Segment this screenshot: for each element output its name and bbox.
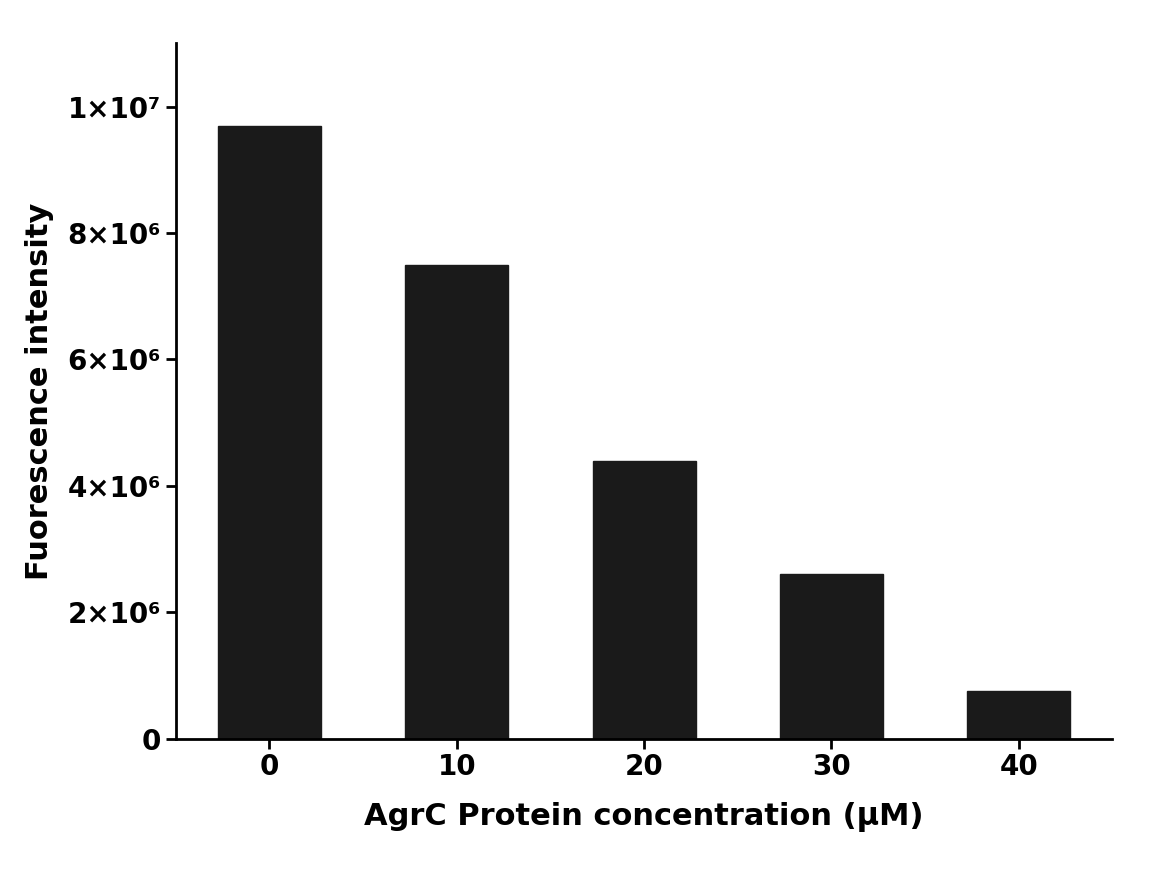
Bar <box>405 265 508 739</box>
Bar <box>218 126 321 739</box>
X-axis label: AgrC Protein concentration (μM): AgrC Protein concentration (μM) <box>364 802 924 832</box>
Bar <box>593 461 696 739</box>
Bar <box>780 574 883 739</box>
Y-axis label: Fuorescence intensity: Fuorescence intensity <box>25 202 54 580</box>
Bar <box>967 691 1070 739</box>
